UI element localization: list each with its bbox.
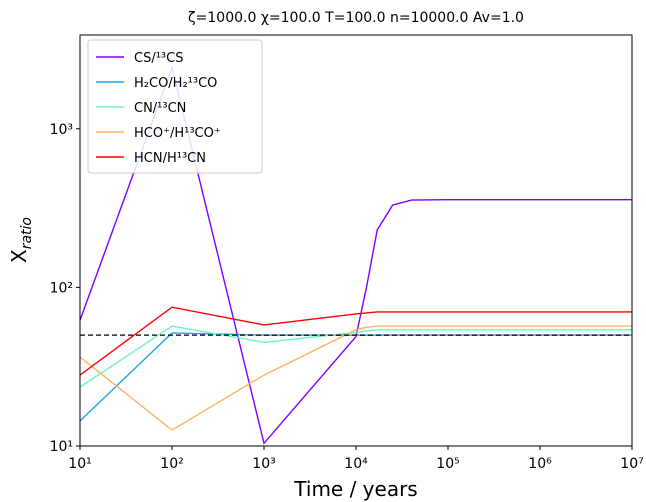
series-line	[80, 65, 632, 445]
chart-title: ζ=1000.0 χ=100.0 T=100.0 n=10000.0 Av=1.…	[188, 10, 524, 26]
series-line	[80, 325, 632, 431]
x-tick-label: 10¹	[68, 456, 91, 472]
series-line	[80, 332, 632, 422]
x-tick-label: 10²	[160, 456, 183, 472]
y-axis-label-main: X	[7, 249, 31, 263]
legend-label: HCN/H¹³CN	[134, 151, 206, 166]
y-tick-label: 10²	[50, 280, 73, 296]
legend-label: HCO⁺/H¹³CO⁺	[134, 126, 221, 141]
x-tick-label: 10⁵	[436, 456, 459, 472]
y-tick-label: 10³	[50, 122, 73, 138]
series-line	[80, 306, 632, 376]
x-tick-label: 10⁴	[344, 456, 368, 472]
x-tick-label: 10³	[252, 456, 275, 472]
legend-label: CN/¹³CN	[134, 101, 186, 116]
y-axis-label: Xratio	[7, 217, 35, 263]
legend: CS/¹³CS H₂CO/H₂¹³CO CN/¹³CN HCO⁺/H¹³CO⁺ HCN/…	[87, 39, 263, 174]
legend-label: CS/¹³CS	[134, 51, 183, 66]
y-tick-label: 10¹	[50, 439, 73, 455]
legend-box	[87, 39, 263, 174]
x-tick-label: 10⁶	[528, 456, 552, 472]
x-axis-label: Time / years	[293, 477, 417, 501]
plot-area	[80, 65, 632, 445]
series-line	[80, 325, 632, 388]
legend-label: H₂CO/H₂¹³CO	[134, 76, 217, 91]
y-axis-label-sub: ratio	[19, 217, 35, 249]
x-tick-label: 10⁷	[620, 456, 643, 472]
